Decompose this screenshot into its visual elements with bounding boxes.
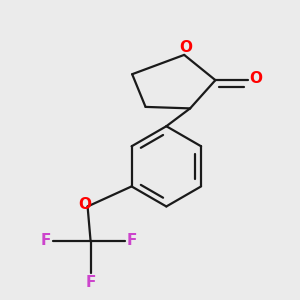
Text: O: O: [249, 71, 262, 86]
Text: O: O: [179, 40, 192, 55]
Text: F: F: [41, 233, 51, 248]
Text: F: F: [85, 275, 96, 290]
Text: F: F: [127, 233, 137, 248]
Text: O: O: [78, 197, 91, 212]
